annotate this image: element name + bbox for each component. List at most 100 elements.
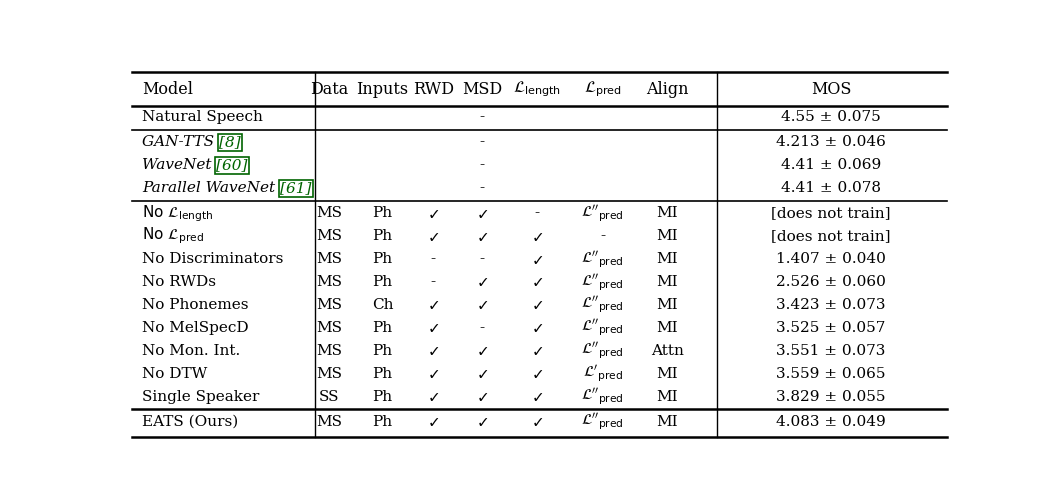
Text: $\mathcal{L}_{\rm pred}$: $\mathcal{L}_{\rm pred}$ <box>584 79 622 99</box>
Text: $\checkmark$: $\checkmark$ <box>530 389 543 404</box>
Text: MI: MI <box>656 275 677 289</box>
Text: MI: MI <box>656 206 677 220</box>
Text: -: - <box>480 158 485 172</box>
Text: MI: MI <box>656 415 677 429</box>
Text: [does not train]: [does not train] <box>771 206 891 220</box>
Text: 3.423 ± 0.073: 3.423 ± 0.073 <box>776 298 886 312</box>
Text: Ph: Ph <box>372 415 392 429</box>
Text: MS: MS <box>316 367 342 381</box>
Text: SS: SS <box>319 390 339 404</box>
Text: Ph: Ph <box>372 275 392 289</box>
Text: GAN-TTS: GAN-TTS <box>142 135 219 149</box>
Text: Model: Model <box>142 81 194 97</box>
Text: EATS (Ours): EATS (Ours) <box>142 415 239 429</box>
Text: $\checkmark$: $\checkmark$ <box>476 389 488 404</box>
Text: WaveNet: WaveNet <box>142 158 217 172</box>
Text: $\mathcal{L}''_{\rm pred}$: $\mathcal{L}''_{\rm pred}$ <box>582 317 624 338</box>
Text: 1.407 ± 0.040: 1.407 ± 0.040 <box>776 252 886 266</box>
Text: No Mon. Int.: No Mon. Int. <box>142 344 240 358</box>
Text: 4.083 ± 0.049: 4.083 ± 0.049 <box>776 415 886 429</box>
Text: $\checkmark$: $\checkmark$ <box>427 343 440 358</box>
Text: MSD: MSD <box>462 81 502 97</box>
Text: Single Speaker: Single Speaker <box>142 390 260 404</box>
Text: -: - <box>534 206 540 220</box>
Text: 2.526 ± 0.060: 2.526 ± 0.060 <box>776 275 886 289</box>
Text: MI: MI <box>656 367 677 381</box>
Text: [8]: [8] <box>219 135 241 149</box>
Text: Ph: Ph <box>372 206 392 220</box>
Text: Data: Data <box>309 81 348 97</box>
Text: $\checkmark$: $\checkmark$ <box>530 366 543 381</box>
Text: Ph: Ph <box>372 367 392 381</box>
Text: $\checkmark$: $\checkmark$ <box>530 252 543 266</box>
Text: 4.41 ± 0.069: 4.41 ± 0.069 <box>781 158 882 172</box>
Text: -: - <box>480 252 485 266</box>
Text: $\checkmark$: $\checkmark$ <box>476 206 488 221</box>
Text: MI: MI <box>656 229 677 243</box>
Text: No DTW: No DTW <box>142 367 207 381</box>
Text: MS: MS <box>316 321 342 335</box>
Text: [does not train]: [does not train] <box>771 229 891 243</box>
Text: $\mathcal{L}''_{\rm pred}$: $\mathcal{L}''_{\rm pred}$ <box>582 249 624 270</box>
Text: Parallel WaveNet: Parallel WaveNet <box>142 181 280 195</box>
Text: $\checkmark$: $\checkmark$ <box>476 366 488 381</box>
Text: Ph: Ph <box>372 344 392 358</box>
Text: $\checkmark$: $\checkmark$ <box>530 298 543 312</box>
Text: 4.41 ± 0.078: 4.41 ± 0.078 <box>781 181 881 195</box>
Text: -: - <box>480 135 485 149</box>
Text: No MelSpecD: No MelSpecD <box>142 321 248 335</box>
Text: $\checkmark$: $\checkmark$ <box>427 414 440 429</box>
Text: Inputs: Inputs <box>357 81 408 97</box>
Text: -: - <box>601 229 605 243</box>
Text: $\mathcal{L}''_{\rm pred}$: $\mathcal{L}''_{\rm pred}$ <box>582 203 624 224</box>
Text: $\mathcal{L}''_{\rm pred}$: $\mathcal{L}''_{\rm pred}$ <box>582 294 624 315</box>
Text: $\mathcal{L}_{\rm length}$: $\mathcal{L}_{\rm length}$ <box>512 79 561 99</box>
Text: 3.551 ± 0.073: 3.551 ± 0.073 <box>776 344 886 358</box>
Text: $\checkmark$: $\checkmark$ <box>476 414 488 429</box>
Text: MI: MI <box>656 390 677 404</box>
Text: [61]: [61] <box>280 181 311 195</box>
Text: $\checkmark$: $\checkmark$ <box>476 228 488 244</box>
Text: $\checkmark$: $\checkmark$ <box>427 298 440 312</box>
Text: Ch: Ch <box>371 298 393 312</box>
Text: $\checkmark$: $\checkmark$ <box>427 366 440 381</box>
Text: No RWDs: No RWDs <box>142 275 216 289</box>
Text: MI: MI <box>656 298 677 312</box>
Text: -: - <box>480 110 485 124</box>
Text: 3.829 ± 0.055: 3.829 ± 0.055 <box>776 390 886 404</box>
Text: 3.525 ± 0.057: 3.525 ± 0.057 <box>776 321 886 335</box>
Text: $\checkmark$: $\checkmark$ <box>427 320 440 335</box>
Text: MS: MS <box>316 415 342 429</box>
Text: $\checkmark$: $\checkmark$ <box>530 343 543 358</box>
Text: No $\mathcal{L}_{\rm pred}$: No $\mathcal{L}_{\rm pred}$ <box>142 226 204 246</box>
Text: 3.559 ± 0.065: 3.559 ± 0.065 <box>776 367 886 381</box>
Text: $\checkmark$: $\checkmark$ <box>530 414 543 429</box>
Text: $\checkmark$: $\checkmark$ <box>476 275 488 289</box>
Text: Natural Speech: Natural Speech <box>142 110 263 124</box>
Text: $\mathcal{L}''_{\rm pred}$: $\mathcal{L}''_{\rm pred}$ <box>582 340 624 361</box>
Text: $\checkmark$: $\checkmark$ <box>530 320 543 335</box>
Text: MS: MS <box>316 275 342 289</box>
Text: $\checkmark$: $\checkmark$ <box>530 275 543 289</box>
Text: MS: MS <box>316 229 342 243</box>
Text: $\checkmark$: $\checkmark$ <box>530 228 543 244</box>
Text: MS: MS <box>316 298 342 312</box>
Text: [60]: [60] <box>217 158 248 172</box>
Text: -: - <box>480 321 485 335</box>
Text: $\checkmark$: $\checkmark$ <box>476 298 488 312</box>
Text: No $\mathcal{L}_{\rm length}$: No $\mathcal{L}_{\rm length}$ <box>142 203 214 224</box>
Text: 4.55 ± 0.075: 4.55 ± 0.075 <box>782 110 881 124</box>
Text: Ph: Ph <box>372 252 392 266</box>
Text: No Phonemes: No Phonemes <box>142 298 248 312</box>
Text: $\mathcal{L}''_{\rm pred}$: $\mathcal{L}''_{\rm pred}$ <box>582 271 624 292</box>
Text: Ph: Ph <box>372 229 392 243</box>
Text: No Discriminators: No Discriminators <box>142 252 283 266</box>
Text: Ph: Ph <box>372 321 392 335</box>
Text: -: - <box>430 275 436 289</box>
Text: $\mathcal{L}''_{\rm pred}$: $\mathcal{L}''_{\rm pred}$ <box>582 386 624 407</box>
Text: MS: MS <box>316 206 342 220</box>
Text: 4.213 ± 0.046: 4.213 ± 0.046 <box>776 135 886 149</box>
Text: -: - <box>430 252 436 266</box>
Text: MOS: MOS <box>811 81 851 97</box>
Text: $\mathcal{L}'_{\rm pred}$: $\mathcal{L}'_{\rm pred}$ <box>583 363 623 384</box>
